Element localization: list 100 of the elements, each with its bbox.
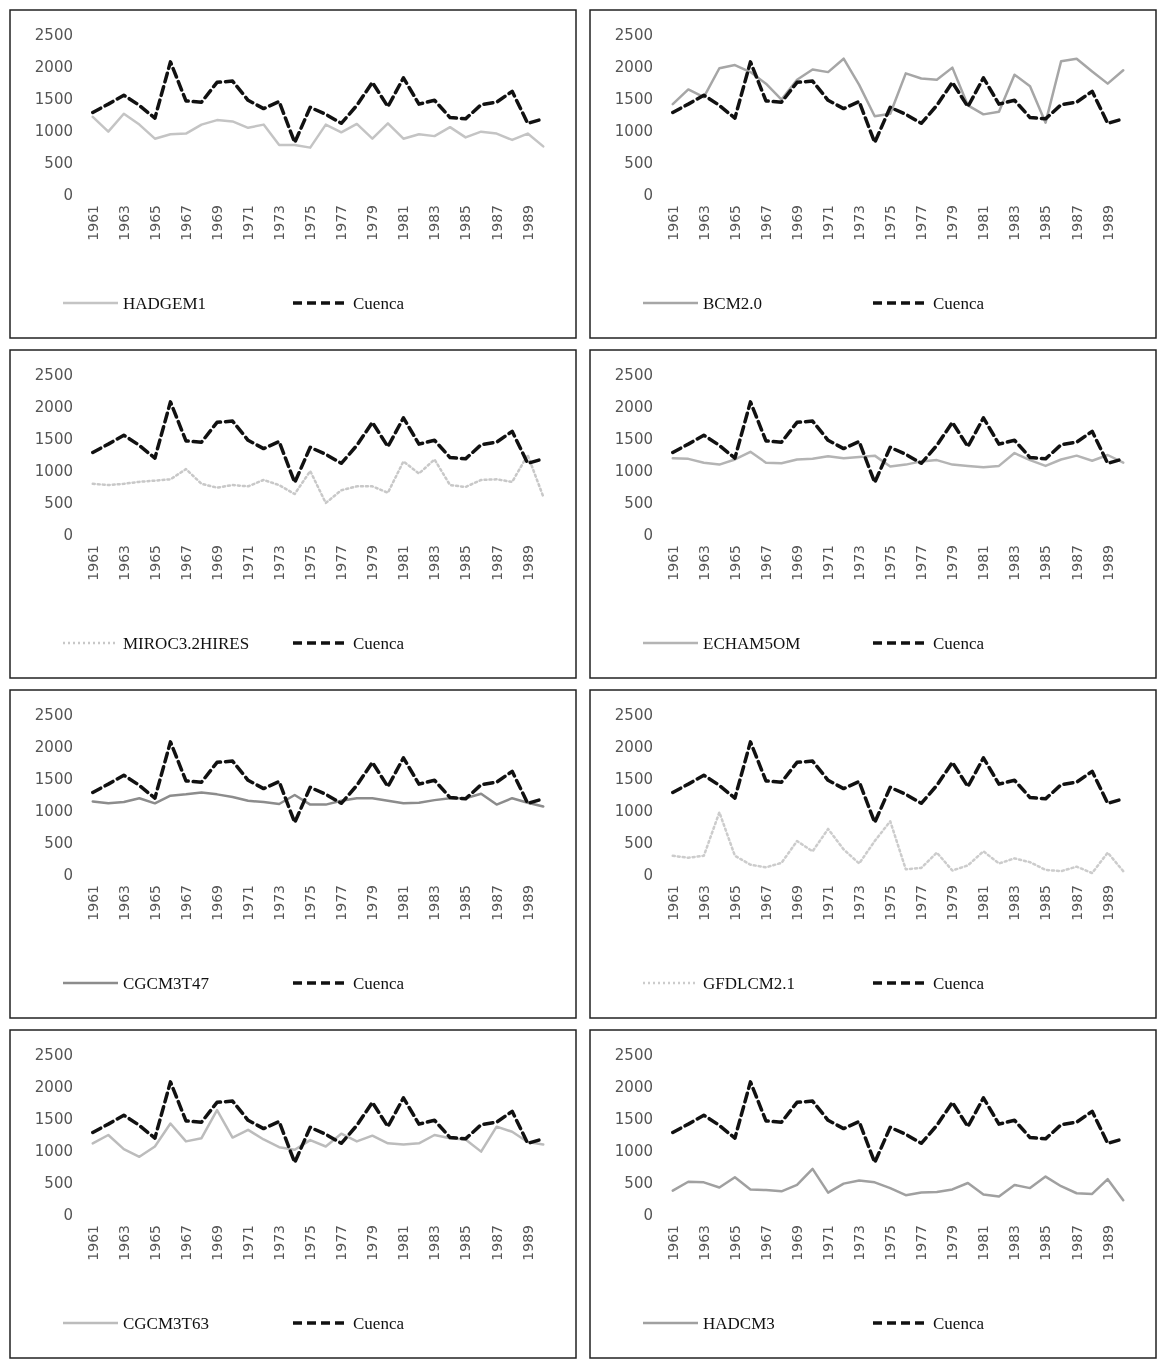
x-tick-label: 1965 [726, 545, 743, 581]
y-tick-label: 2500 [614, 366, 653, 385]
x-tick-label: 1965 [726, 205, 743, 241]
x-tick-label: 1981 [975, 545, 992, 581]
y-tick-label: 0 [643, 866, 653, 885]
x-tick-label: 1987 [1068, 1225, 1085, 1261]
x-tick-label: 1979 [944, 885, 961, 921]
y-tick-label: 0 [63, 1206, 73, 1225]
y-tick-label: 0 [63, 186, 73, 205]
x-tick-label: 1967 [177, 205, 194, 241]
x-tick-label: 1983 [426, 885, 443, 921]
y-tick-label: 500 [624, 834, 653, 853]
x-tick-label: 1971 [820, 1225, 836, 1261]
y-tick-label: 2500 [614, 706, 653, 725]
x-tick-label: 1977 [913, 205, 930, 241]
legend-label: HADCM3 [703, 1313, 775, 1333]
x-tick-label: 1963 [115, 885, 132, 921]
x-tick-label: 1963 [115, 545, 132, 581]
x-tick-label: 1967 [757, 545, 774, 581]
x-tick-label: 1981 [395, 205, 412, 241]
x-tick-label: 1975 [882, 885, 899, 921]
y-tick-label: 2000 [34, 398, 73, 417]
x-tick-label: 1969 [788, 885, 805, 921]
y-tick-label: 2500 [614, 26, 653, 45]
x-tick-label: 1963 [115, 1225, 132, 1261]
x-tick-label: 1965 [726, 1225, 743, 1261]
x-tick-label: 1969 [788, 545, 805, 581]
x-tick-label: 1981 [395, 545, 412, 581]
y-tick-label: 2000 [34, 1078, 73, 1097]
y-tick-label: 500 [624, 1174, 653, 1193]
x-tick-label: 1983 [1006, 885, 1023, 921]
y-tick-label: 1000 [34, 802, 73, 821]
legend-label: CGCM3T47 [123, 973, 210, 993]
y-tick-label: 1000 [614, 122, 653, 141]
y-tick-label: 1500 [614, 430, 653, 449]
x-tick-label: 1973 [271, 205, 288, 241]
x-tick-label: 1961 [84, 1225, 101, 1261]
x-tick-label: 1989 [519, 1225, 536, 1261]
x-tick-label: 1963 [115, 205, 132, 241]
line-series [671, 57, 1125, 124]
x-tick-label: 1973 [271, 1225, 288, 1261]
x-tick-label: 1985 [1037, 1225, 1054, 1261]
x-tick-label: 1969 [208, 1225, 225, 1261]
x-tick-label: 1963 [695, 885, 712, 921]
x-tick-label: 1979 [944, 545, 961, 581]
y-tick-label: 0 [643, 1206, 653, 1225]
x-tick-label: 1985 [1037, 205, 1054, 241]
x-tick-label: 1975 [302, 205, 319, 241]
y-tick-label: 500 [44, 154, 73, 173]
line-series [91, 453, 545, 505]
x-tick-label: 1985 [457, 545, 474, 581]
x-tick-label: 1981 [395, 1225, 412, 1261]
x-tick-label: 1983 [1006, 1225, 1023, 1261]
y-tick-label: 2500 [34, 26, 73, 45]
x-tick-label: 1981 [395, 885, 412, 921]
y-tick-label: 1000 [34, 122, 73, 141]
legend-label: Cuenca [353, 1313, 405, 1333]
y-tick-label: 1000 [614, 1142, 653, 1161]
legend-label: ECHAM5OM [703, 633, 801, 653]
x-tick-label: 1971 [820, 205, 836, 241]
x-tick-label: 1971 [240, 1225, 256, 1261]
legend-label: Cuenca [353, 293, 405, 313]
legend-label: Cuenca [933, 633, 985, 653]
line-series [671, 450, 1125, 469]
legend-label: Cuenca [933, 1313, 985, 1333]
x-tick-label: 1981 [975, 205, 992, 241]
x-tick-label: 1965 [146, 545, 163, 581]
x-tick-label: 1967 [177, 1225, 194, 1261]
legend-label: GFDLCM2.1 [703, 973, 796, 993]
y-tick-label: 500 [44, 834, 73, 853]
y-tick-label: 1500 [34, 1110, 73, 1129]
x-tick-label: 1975 [882, 1225, 899, 1261]
y-tick-label: 2000 [614, 58, 653, 77]
legend-label: MIROC3.2HIRES [123, 633, 250, 653]
x-tick-label: 1961 [664, 205, 681, 241]
x-tick-label: 1969 [208, 205, 225, 241]
line-series [671, 1167, 1125, 1202]
y-tick-label: 500 [624, 494, 653, 513]
y-tick-label: 1000 [614, 462, 653, 481]
y-tick-label: 500 [44, 494, 73, 513]
legend-label: HADGEM1 [123, 293, 207, 313]
x-tick-label: 1975 [882, 545, 899, 581]
x-tick-label: 1967 [757, 205, 774, 241]
x-tick-label: 1973 [271, 885, 288, 921]
x-tick-label: 1973 [851, 885, 868, 921]
y-tick-label: 0 [63, 526, 73, 545]
x-tick-label: 1979 [364, 885, 381, 921]
y-tick-label: 1500 [614, 770, 653, 789]
x-tick-label: 1977 [333, 545, 350, 581]
line-series [91, 791, 545, 808]
x-tick-label: 1989 [1099, 885, 1116, 921]
y-tick-label: 1500 [34, 430, 73, 449]
x-tick-label: 1979 [364, 1225, 381, 1261]
x-tick-label: 1961 [84, 205, 101, 241]
y-tick-label: 2500 [34, 706, 73, 725]
x-tick-label: 1983 [426, 545, 443, 581]
x-tick-label: 1989 [1099, 545, 1116, 581]
x-tick-label: 1987 [488, 545, 505, 581]
x-tick-label: 1971 [240, 885, 256, 921]
x-tick-label: 1977 [333, 1225, 350, 1261]
